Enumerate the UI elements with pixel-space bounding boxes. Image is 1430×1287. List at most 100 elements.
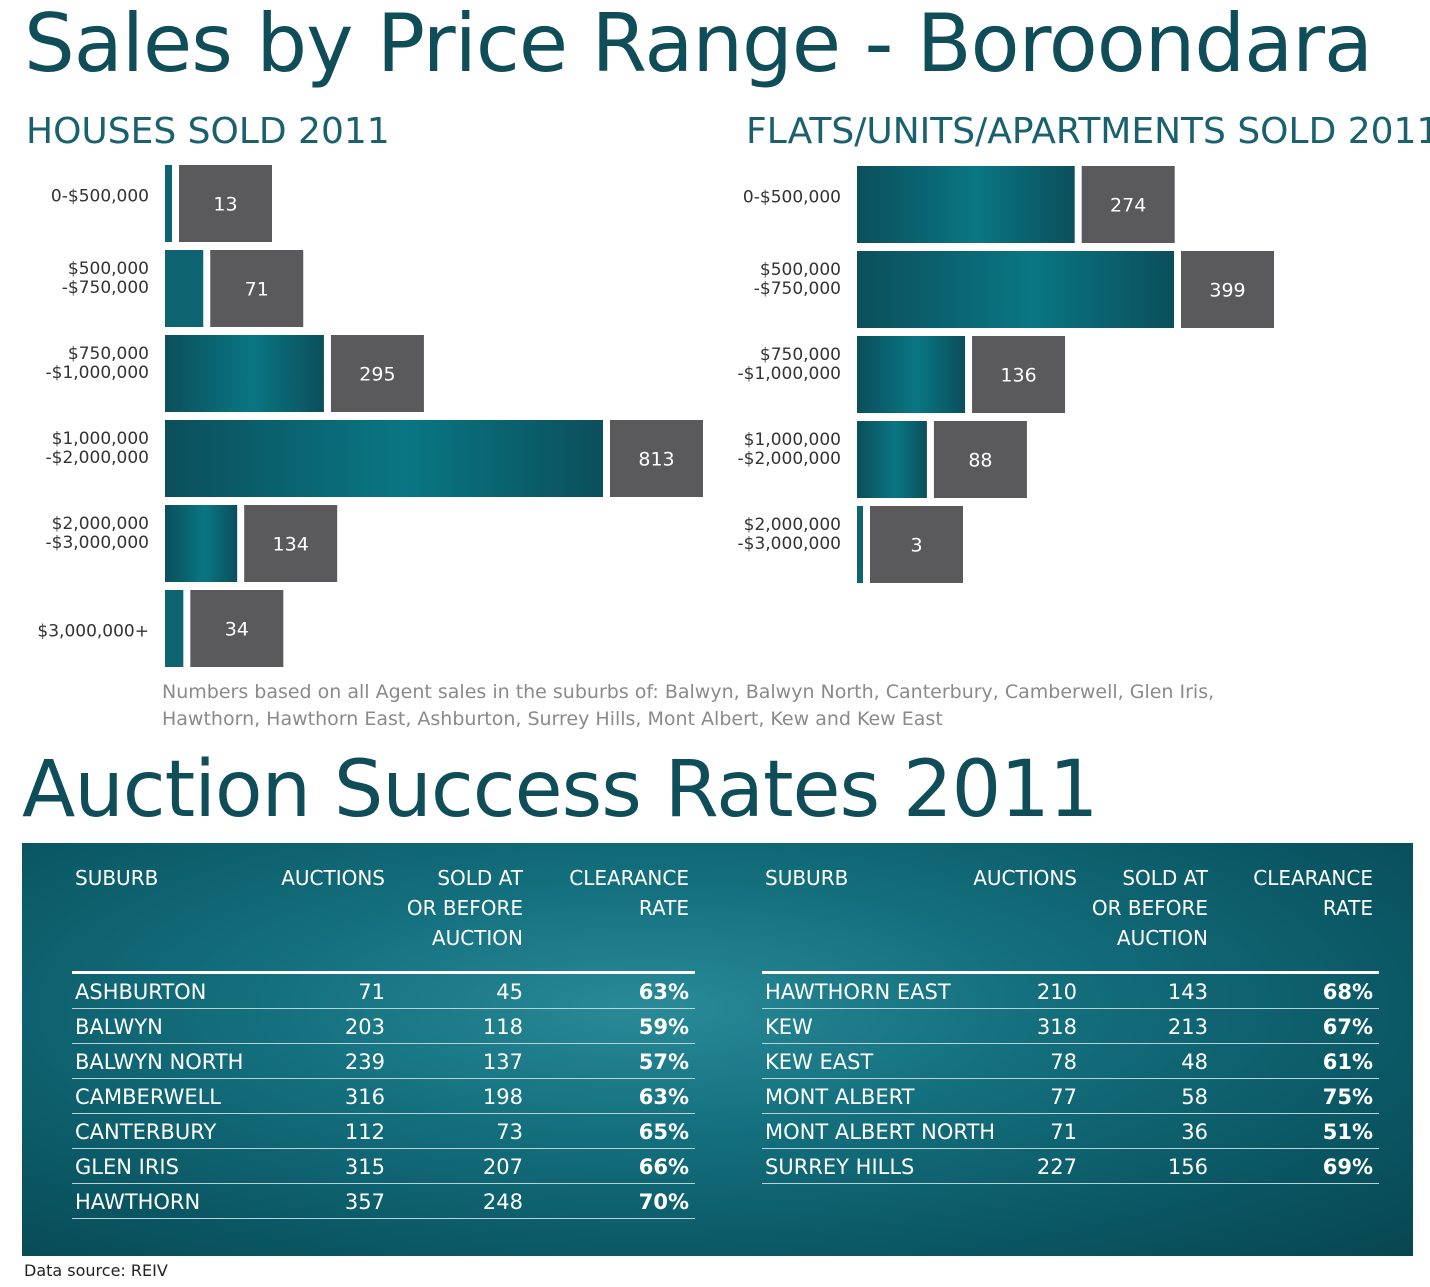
table-header: SUBURB AUCTIONS SOLD AT OR BEFORE AUCTIO… (762, 843, 1379, 974)
sold-cell: 207 (482, 1155, 523, 1179)
bar (165, 505, 238, 582)
clearance-rate-cell: 65% (638, 1120, 689, 1144)
table-row: HAWTHORN EAST 210 143 68% (762, 974, 1379, 1009)
category-label: 0-$500,000 (743, 188, 841, 208)
auctions-cell: 77 (1050, 1085, 1077, 1109)
value-label-box (244, 505, 338, 582)
data-label: 134 (273, 534, 309, 556)
suburb-cell: CAMBERWELL (75, 1085, 221, 1109)
value-label-box (190, 590, 284, 667)
auction-title: Auction Success Rates 2011 (22, 745, 1098, 835)
header-suburb: SUBURB (765, 866, 849, 890)
table-header: SUBURB AUCTIONS SOLD AT OR BEFORE AUCTIO… (72, 843, 695, 974)
flats-bar-chart: 274 0-$500,000 399 $500,000 -$750,000 136 $750… (738, 166, 1274, 583)
sold-cell: 36 (1181, 1120, 1208, 1144)
bar (857, 421, 927, 498)
category-label: 0-$500,000 (51, 187, 149, 207)
sold-cell: 137 (482, 1050, 523, 1074)
header-clearance-rate: CLEARANCE RATE (569, 866, 689, 920)
bar (857, 336, 966, 413)
table-row: HAWTHORN 357 248 70% (72, 1184, 695, 1219)
auctions-cell: 71 (1050, 1120, 1077, 1144)
sold-cell: 213 (1167, 1015, 1208, 1039)
clearance-rate-cell: 59% (638, 1015, 689, 1039)
category-label: $750,000 -$1,000,000 (46, 344, 149, 383)
sold-cell: 73 (496, 1120, 523, 1144)
clearance-rate-cell: 68% (1322, 980, 1373, 1004)
suburb-cell: HAWTHORN EAST (765, 980, 951, 1004)
auctions-cell: 315 (344, 1155, 385, 1179)
category-label: $500,000 -$750,000 (62, 259, 149, 298)
bar (165, 335, 324, 412)
category-label: $3,000,000+ (37, 622, 149, 642)
bar (165, 250, 204, 327)
auctions-cell: 357 (344, 1190, 385, 1214)
category-label: $1,000,000 -$2,000,000 (738, 430, 841, 469)
clearance-rate-cell: 63% (638, 980, 689, 1004)
value-label-box (870, 506, 963, 583)
clearance-rate-cell: 57% (638, 1050, 689, 1074)
table-row: MONT ALBERT NORTH 71 36 51% (762, 1114, 1379, 1149)
clearance-rate-cell: 61% (1322, 1050, 1373, 1074)
table-row: CAMBERWELL 316 198 63% (72, 1079, 695, 1114)
bar (857, 251, 1174, 328)
price-range-charts: 13 0-$500,000 71 $500,000 -$750,000 295 $750,0… (37, 165, 1274, 667)
value-label-box (210, 250, 304, 327)
value-label-box (1181, 251, 1274, 328)
suburb-cell: BALWYN (75, 1015, 163, 1039)
bar (857, 506, 863, 583)
auctions-cell: 210 (1036, 980, 1077, 1004)
header-auctions: AUCTIONS (973, 866, 1077, 890)
data-label: 136 (1000, 365, 1036, 387)
sold-cell: 156 (1167, 1155, 1208, 1179)
auctions-cell: 71 (358, 980, 385, 1004)
suburb-cell: KEW (765, 1015, 813, 1039)
suburb-cell: CANTERBURY (75, 1120, 217, 1144)
clearance-rate-cell: 51% (1322, 1120, 1373, 1144)
category-label: $500,000 -$750,000 (754, 260, 841, 299)
header-sold: SOLD AT OR BEFORE AUCTION (406, 866, 523, 950)
clearance-rate-cell: 67% (1322, 1015, 1373, 1039)
value-label-box (1081, 166, 1175, 243)
bar (165, 590, 184, 667)
bar (165, 165, 173, 242)
data-label: 3 (910, 535, 922, 557)
auctions-cell: 316 (344, 1085, 385, 1109)
auctions-cell: 227 (1036, 1155, 1077, 1179)
table-row: KEW EAST 78 48 61% (762, 1044, 1379, 1079)
suburb-cell: ASHBURTON (75, 980, 207, 1004)
clearance-rate-cell: 63% (638, 1085, 689, 1109)
value-label-box (933, 421, 1027, 498)
table-row: MONT ALBERT 77 58 75% (762, 1079, 1379, 1114)
table-row: CANTERBURY 112 73 65% (72, 1114, 695, 1149)
auctions-cell: 318 (1036, 1015, 1077, 1039)
data-label: 399 (1209, 280, 1245, 302)
auctions-cell: 78 (1050, 1050, 1077, 1074)
category-label: $750,000 -$1,000,000 (738, 345, 841, 384)
sold-cell: 118 (482, 1015, 523, 1039)
table-row: ASHBURTON 71 45 63% (72, 974, 695, 1009)
data-label: 295 (359, 364, 395, 386)
category-label: $2,000,000 -$3,000,000 (738, 515, 841, 554)
suburb-cell: KEW EAST (765, 1050, 874, 1074)
table-row: BALWYN NORTH 239 137 57% (72, 1044, 695, 1079)
suburb-cell: GLEN IRIS (75, 1155, 179, 1179)
value-label-box (972, 336, 1066, 413)
auction-table-left: SUBURB AUCTIONS SOLD AT OR BEFORE AUCTIO… (72, 843, 695, 1219)
table-body: HAWTHORN EAST 210 143 68% KEW 318 213 67% KEW EA… (762, 974, 1379, 1184)
data-label: 813 (638, 449, 674, 471)
sold-cell: 48 (1181, 1050, 1208, 1074)
auction-table-panel: SUBURB AUCTIONS SOLD AT OR BEFORE AUCTIO… (22, 843, 1413, 1256)
category-label: $1,000,000 -$2,000,000 (46, 429, 149, 468)
houses-chart-title: HOUSES SOLD 2011 (26, 111, 390, 152)
bar (165, 420, 603, 497)
suburb-cell: HAWTHORN (75, 1190, 201, 1214)
suburb-cell: SURREY HILLS (765, 1155, 915, 1179)
data-label: 34 (225, 619, 249, 641)
value-label-box (610, 420, 703, 497)
sold-cell: 198 (482, 1085, 523, 1109)
sold-cell: 143 (1167, 980, 1208, 1004)
data-label: 13 (213, 194, 237, 216)
clearance-rate-cell: 70% (638, 1190, 689, 1214)
category-label: $2,000,000 -$3,000,000 (46, 514, 149, 553)
